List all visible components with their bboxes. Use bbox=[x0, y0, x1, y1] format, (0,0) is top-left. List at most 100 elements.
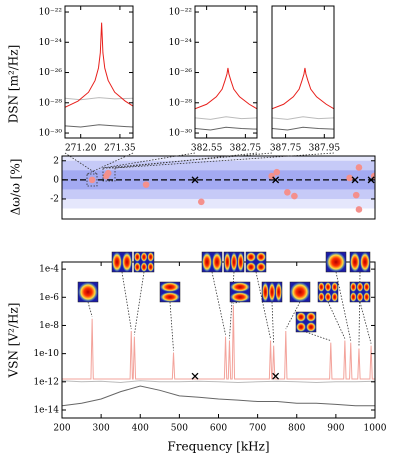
mode-icon bbox=[229, 281, 251, 303]
point bbox=[197, 198, 205, 206]
series-line bbox=[195, 116, 257, 120]
mode-icon bbox=[289, 281, 311, 303]
point bbox=[346, 174, 353, 182]
mode-lobe bbox=[318, 282, 325, 292]
y-axis-label: DSN [m²/Hz] bbox=[7, 45, 21, 124]
x-tick-label: 271.35 bbox=[104, 144, 136, 154]
mode-lobe bbox=[230, 292, 250, 302]
y-tick-label: 10⁻²⁶ bbox=[39, 68, 63, 78]
series-line bbox=[65, 124, 133, 128]
y-tick-label: -2 bbox=[50, 194, 59, 204]
x-tick-label: 400 bbox=[132, 424, 149, 434]
x-tick-label: 271.20 bbox=[65, 144, 97, 154]
zoom-connector bbox=[114, 152, 335, 169]
mode-icon bbox=[201, 251, 223, 273]
mode-lobe bbox=[256, 262, 266, 272]
series-line bbox=[62, 380, 375, 383]
zoom-connector bbox=[86, 152, 134, 175]
mode-icon bbox=[325, 251, 347, 273]
point bbox=[291, 192, 298, 200]
mode-icon bbox=[159, 281, 181, 303]
series-line bbox=[272, 126, 334, 131]
y-tick-label: 1e-8 bbox=[39, 321, 59, 331]
y-tick-label: 1e-14 bbox=[33, 405, 59, 415]
mode-icon bbox=[245, 251, 267, 273]
leader-line bbox=[255, 271, 271, 339]
x-marker-stroke bbox=[191, 372, 199, 380]
mode-lobe bbox=[230, 252, 238, 272]
x-tick-label: 500 bbox=[171, 424, 188, 434]
leader-line bbox=[229, 271, 235, 339]
point bbox=[88, 176, 96, 184]
frame bbox=[271, 5, 335, 139]
series-line bbox=[195, 126, 257, 131]
x-marker bbox=[191, 372, 199, 380]
x-marker-stroke bbox=[272, 372, 280, 380]
mode-lobe bbox=[246, 252, 256, 262]
mode-lobe bbox=[147, 252, 155, 262]
plot-area bbox=[62, 156, 375, 213]
point bbox=[352, 191, 360, 199]
mode-lobe bbox=[268, 282, 276, 302]
zoom-connector bbox=[102, 152, 196, 169]
x-marker-stroke bbox=[272, 176, 280, 184]
zoom-connector bbox=[102, 152, 273, 169]
mode-lobe bbox=[356, 292, 364, 302]
mode-lobe bbox=[246, 262, 256, 272]
mode-icon bbox=[349, 251, 371, 273]
point bbox=[142, 181, 150, 188]
y-axis-label: Δω/ω [%] bbox=[9, 159, 23, 216]
x-tick-label: 1000 bbox=[364, 424, 387, 434]
mode-lobe bbox=[331, 292, 338, 302]
y-axis-label: VSN [V²/Hz] bbox=[7, 303, 21, 379]
x-tick-label: 382.55 bbox=[191, 144, 223, 154]
mode-lobe bbox=[306, 312, 316, 322]
leader-line bbox=[285, 301, 301, 330]
x-marker bbox=[272, 176, 280, 184]
plot-area bbox=[65, 22, 133, 128]
frame bbox=[64, 5, 134, 139]
point bbox=[104, 169, 112, 177]
x-tick-label: 300 bbox=[93, 424, 110, 434]
y-tick-label: 1e-4 bbox=[39, 265, 59, 275]
y-tick-label: 10⁻²² bbox=[169, 8, 193, 18]
mode-lobe bbox=[296, 322, 306, 332]
mode-icon bbox=[77, 281, 99, 303]
y-tick-label: 0 bbox=[53, 175, 59, 185]
mode-lobe bbox=[296, 312, 306, 322]
series-line bbox=[65, 97, 133, 101]
y-tick-label: 10⁻²⁴ bbox=[169, 38, 193, 48]
point bbox=[273, 168, 281, 176]
series-line bbox=[272, 116, 334, 120]
mode-lobe bbox=[224, 252, 231, 272]
mode-lobe bbox=[331, 282, 338, 292]
zoom-connector bbox=[64, 152, 98, 175]
zoom-box bbox=[86, 173, 98, 187]
x-marker-stroke bbox=[351, 176, 359, 184]
mode-lobe bbox=[306, 322, 316, 332]
mode-lobe bbox=[275, 282, 282, 302]
x-tick-label: 387.95 bbox=[309, 144, 341, 154]
mode-lobe bbox=[324, 292, 332, 302]
y-tick-label: 1e-12 bbox=[33, 377, 59, 387]
leader-line bbox=[121, 271, 132, 330]
x-axis-label: Frequency [kHz] bbox=[167, 440, 269, 454]
x-marker bbox=[351, 176, 359, 184]
mode-lobe bbox=[212, 252, 222, 272]
leader-line bbox=[327, 301, 346, 339]
mode-lobe bbox=[350, 282, 357, 292]
plot-area bbox=[195, 67, 257, 131]
leader-line bbox=[169, 301, 174, 351]
y-tick-label: 10⁻²⁸ bbox=[39, 98, 63, 108]
leader-line bbox=[359, 301, 372, 344]
y-tick-label: 10⁻²⁴ bbox=[39, 38, 63, 48]
mode-icon bbox=[317, 281, 339, 303]
x-tick-label: 800 bbox=[288, 424, 305, 434]
mode-lobe bbox=[134, 262, 141, 272]
mode-lobe bbox=[318, 292, 325, 302]
series-line bbox=[62, 385, 375, 407]
x-tick-label: 387.75 bbox=[270, 144, 302, 154]
mode-icon bbox=[295, 311, 317, 333]
mode-lobe bbox=[140, 262, 148, 272]
